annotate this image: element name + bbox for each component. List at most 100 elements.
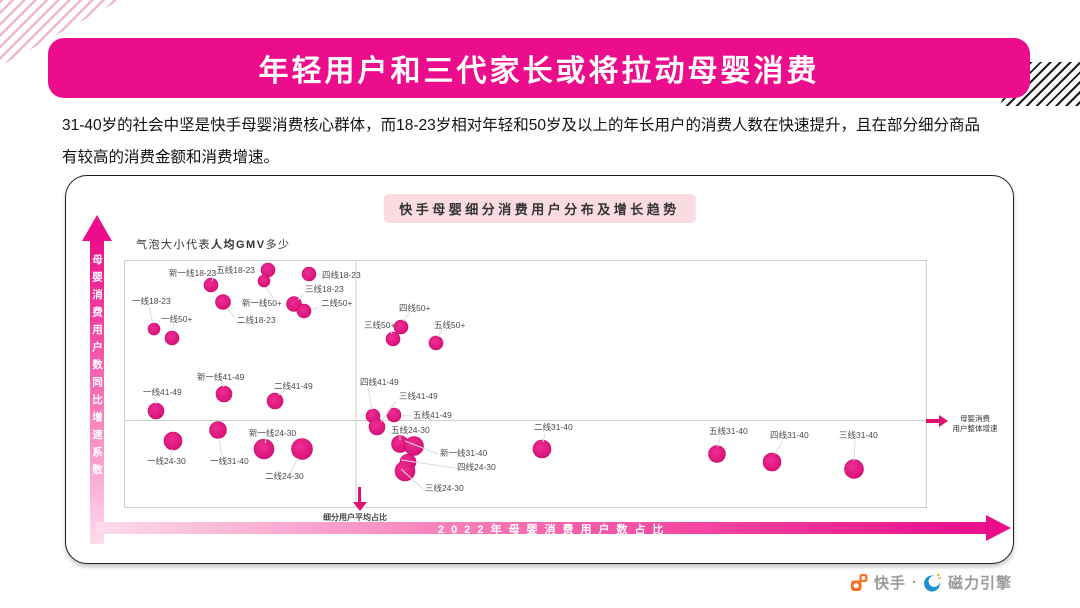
bubble-plot: 一线18-23 一线50+ 新一线18-23 二线18-23 五线18-23 新一线50+… — [124, 260, 927, 508]
bubble-label: 五线31-40 — [709, 426, 748, 436]
bubble — [844, 459, 864, 479]
bubble — [163, 431, 183, 451]
leader-line — [542, 432, 546, 443]
intro-paragraph: 31-40岁的社会中坚是快手母婴消费核心群体，而18-23岁相对年轻和50岁及以… — [62, 110, 1027, 174]
bubble-label: 新一线50+ — [242, 298, 282, 308]
bubble — [253, 438, 275, 460]
bubble — [291, 438, 313, 460]
avg-share-arrowhead-icon — [353, 502, 367, 511]
leader-line — [211, 277, 214, 282]
bubble — [203, 277, 219, 293]
bubble-label: 四线18-23 — [322, 270, 361, 280]
leader-line — [717, 436, 721, 448]
leader-line — [153, 396, 157, 405]
leader-line — [148, 306, 154, 324]
leader-line — [774, 440, 784, 455]
leader-line — [389, 328, 393, 335]
bubble — [209, 421, 227, 439]
magnet-engine-logo-icon — [923, 573, 942, 592]
overall-growth-note-line-1: 母婴消费 — [960, 414, 990, 423]
leader-line — [289, 457, 299, 474]
leader-line — [218, 437, 223, 458]
bubble-label: 四线41-49 — [360, 377, 399, 387]
bubble-label: 新一线24-30 — [249, 428, 297, 438]
bubble-size-legend-bold: 人均GMV — [211, 239, 266, 251]
separator-dot: · — [911, 574, 917, 591]
bubble — [532, 439, 552, 459]
bubble-size-legend-suffix: 多少 — [265, 239, 291, 251]
leader-line — [277, 390, 286, 396]
bubble-label: 二线41-49 — [274, 381, 313, 391]
bubble-label: 五线50+ — [434, 320, 465, 330]
overall-growth-arrowhead-icon — [939, 415, 948, 427]
leader-line — [264, 438, 267, 444]
bubble-label: 新一线41-49 — [197, 372, 245, 382]
x-axis-arrow — [96, 522, 986, 534]
bubble-label: 四线31-40 — [770, 430, 809, 440]
bubble — [215, 385, 233, 403]
bubble — [215, 294, 231, 310]
bubble — [385, 331, 401, 347]
bubble — [257, 274, 271, 288]
bubble-label: 四线50+ — [399, 303, 430, 313]
bubble — [708, 445, 726, 463]
bubble-label: 一线41-49 — [143, 387, 182, 397]
bubble — [368, 418, 386, 436]
footer-logos: 快手 · 磁力引擎 — [849, 572, 1012, 593]
leader-line — [310, 306, 320, 311]
bubble-size-legend: 气泡大小代表人均GMV多少 — [136, 236, 291, 252]
bubble — [147, 402, 165, 420]
bubble-label: 新一线18-23 — [169, 268, 217, 278]
y-axis-arrowhead-icon — [82, 215, 112, 241]
leader-line — [400, 459, 456, 469]
bubble-label: 二线24-30 — [265, 471, 304, 481]
x-axis-arrowhead-icon — [986, 515, 1011, 541]
bubble-label: 三线31-40 — [839, 430, 878, 440]
bubble — [301, 266, 317, 282]
bubble-label: 二线18-23 — [237, 315, 276, 325]
leader-line — [297, 293, 304, 301]
y-axis-arrow — [90, 240, 104, 544]
page-title: 年轻用户和三代家长或将拉动母婴消费 — [258, 55, 820, 88]
title-banner: 年轻用户和三代家长或将拉动母婴消费 — [48, 38, 1030, 98]
leader-line — [367, 387, 373, 411]
overall-growth-arrow — [926, 419, 939, 423]
leader-line — [226, 307, 236, 319]
leader-line — [220, 381, 225, 388]
bubble — [296, 303, 312, 319]
bubble-label: 五线24-30 — [391, 425, 430, 435]
x-axis-label: 2022年母婴消费用户数占比 — [438, 524, 671, 536]
magnet-engine-wordmark: 磁力引擎 — [947, 575, 1012, 592]
bubble-label: 二线50+ — [321, 298, 352, 308]
bubble — [394, 460, 416, 482]
leader-line — [400, 468, 424, 490]
bubble-size-legend-prefix: 气泡大小代表 — [136, 239, 211, 251]
avg-share-note: 细分用户平均占比 — [323, 513, 387, 522]
bubble-label: 一线18-23 — [132, 296, 171, 306]
bubble-label: 一线24-30 — [147, 456, 186, 466]
chart-title: 快手母婴细分消费用户分布及增长趋势 — [383, 194, 696, 223]
bubble-label: 三线41-49 — [399, 391, 438, 401]
bubble — [404, 436, 424, 456]
kuaishou-wordmark: 快手 — [873, 575, 906, 592]
kuaishou-logo-icon — [850, 574, 868, 591]
leader-line — [402, 312, 410, 322]
leader-line — [437, 329, 443, 338]
leader-line — [169, 448, 173, 459]
avg-share-arrow — [358, 487, 361, 502]
leader-line — [315, 273, 321, 276]
bubble-label: 二线31-40 — [534, 422, 573, 432]
intro-line-1: 31-40岁的社会中坚是快手母婴消费核心群体，而18-23岁相对年轻和50岁及以… — [62, 117, 981, 134]
leader-line — [853, 440, 856, 462]
y-axis-label: 母婴消费用户数同比增速系数 — [91, 254, 103, 482]
bubble — [393, 319, 409, 335]
chart-card: 快手母婴细分消费用户分布及增长趋势 气泡大小代表人均GMV多少 母婴消费用户数同… — [65, 175, 1014, 564]
bubble-label: 一线50+ — [161, 314, 192, 324]
leader-line — [380, 400, 397, 423]
bubble-label: 五线41-49 — [413, 410, 452, 420]
bubble-label: 三线50+ — [364, 320, 395, 330]
bubble-label: 一线31-40 — [210, 456, 249, 466]
bubble-label: 三线18-23 — [305, 284, 344, 294]
bubble — [147, 322, 161, 336]
overall-growth-note: 母婴消费 用户整体增速 — [942, 414, 1008, 433]
